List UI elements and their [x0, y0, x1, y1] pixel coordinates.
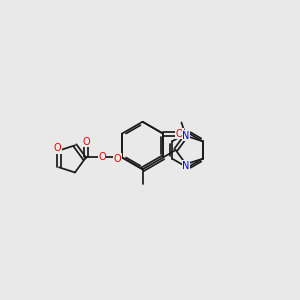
- Text: O: O: [82, 137, 90, 147]
- Text: O: O: [54, 143, 61, 153]
- Text: O: O: [176, 129, 183, 139]
- Text: N: N: [182, 160, 190, 171]
- Text: N: N: [182, 131, 190, 141]
- Text: O: O: [114, 154, 121, 164]
- Text: O: O: [98, 152, 106, 162]
